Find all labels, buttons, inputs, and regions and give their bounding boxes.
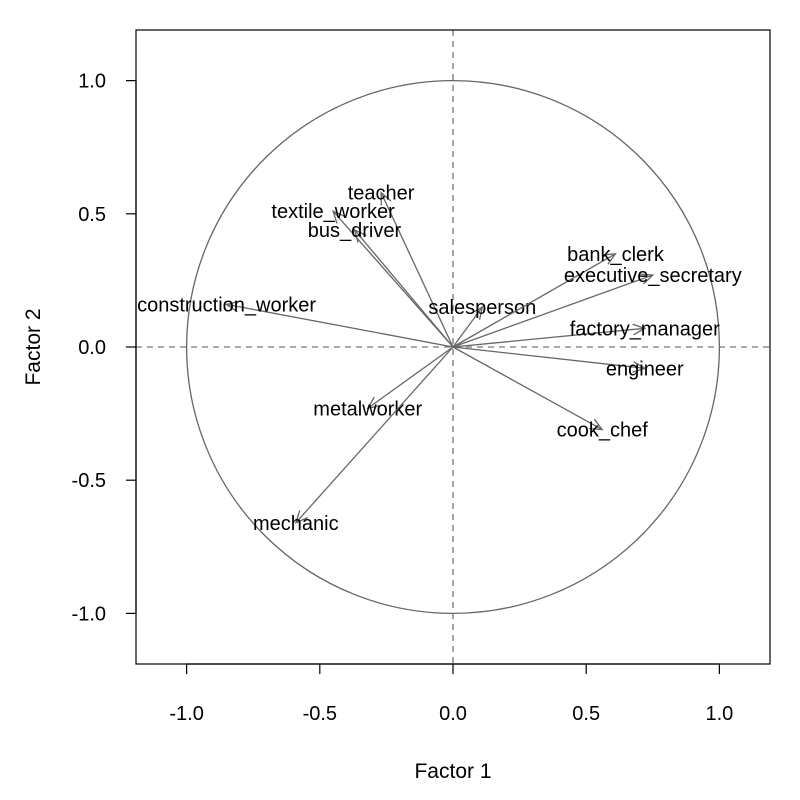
loading-arrow-shaft — [353, 229, 454, 348]
loading-arrow-shaft — [452, 346, 645, 369]
variable-label: factory_manager — [570, 318, 720, 340]
y-tick-label: 0.5 — [78, 204, 106, 226]
loading-arrow-shaft — [332, 210, 454, 348]
loading-arrow-shaft — [380, 192, 454, 348]
loading-arrow-shaft — [452, 274, 654, 348]
variable-label: textile_worker — [271, 201, 395, 223]
loading-arrow-head — [589, 418, 604, 431]
loading-vector: bank_clerk — [452, 244, 665, 348]
loading-arrow-shaft — [452, 306, 483, 348]
loading-vector: engineer — [452, 346, 684, 380]
loading-vector: metalworker — [313, 346, 454, 420]
x-tick-label: -0.5 — [303, 703, 337, 725]
y-tick-label: 0.0 — [78, 337, 106, 359]
y-tick-label: -0.5 — [72, 470, 106, 492]
y-axis: -1.0 -0.5 0.0 0.5 1.0 — [72, 71, 137, 625]
loading-arrow-head — [632, 323, 647, 336]
loading-vector: salesperson — [428, 297, 536, 348]
variable-label: construction_worker — [137, 294, 316, 316]
loading-vector: bus_driver — [308, 220, 454, 348]
loading-vector: factory_manager — [452, 318, 720, 348]
variable-label: bus_driver — [308, 220, 402, 242]
loading-arrow-head — [602, 252, 617, 265]
loading-arrow-head — [470, 305, 484, 320]
loading-arrow-head — [353, 228, 367, 243]
loading-arrow-head — [380, 191, 392, 206]
loading-arrow-shaft — [452, 253, 616, 348]
x-axis-title: Factor 1 — [414, 760, 491, 783]
loading-arrow-head — [366, 396, 381, 410]
loading-vector: mechanic — [253, 346, 454, 535]
loading-arrow-head — [294, 510, 308, 525]
variable-label: metalworker — [313, 398, 422, 420]
loading-vector: construction_worker — [137, 294, 454, 348]
loading-vector: cook_chef — [452, 346, 649, 442]
variable-label: mechanic — [253, 513, 339, 535]
y-tick-label: 1.0 — [78, 71, 106, 93]
y-tick-label: -1.0 — [72, 603, 106, 625]
loading-arrow-head — [639, 273, 655, 285]
x-tick-label: -1.0 — [169, 703, 203, 725]
loading-arrow-head — [225, 300, 240, 313]
loading-arrow-shaft — [295, 346, 454, 524]
loading-arrow-head — [632, 361, 647, 373]
unit-circle — [185, 79, 721, 615]
loading-vector: executive_secretary — [452, 265, 742, 348]
variable-label: engineer — [606, 358, 684, 380]
loading-arrow-shaft — [226, 303, 454, 348]
x-tick-label: 0.5 — [572, 703, 600, 725]
x-tick-label: 1.0 — [705, 703, 733, 725]
loading-arrow-head — [332, 209, 346, 224]
loading-vector: textile_worker — [271, 201, 454, 348]
loading-arrow-shaft — [367, 346, 454, 409]
variable-label: salesperson — [428, 297, 536, 319]
loading-arrow-shaft — [452, 327, 645, 348]
variable-label: executive_secretary — [564, 265, 742, 287]
x-tick-label: 0.0 — [439, 703, 467, 725]
variable-label: bank_clerk — [567, 244, 665, 266]
variable-label: cook_chef — [557, 420, 649, 442]
y-axis-title: Factor 2 — [22, 308, 45, 385]
x-axis: -1.0 -0.5 0.0 0.5 1.0 — [169, 663, 733, 725]
variable-label: teacher — [348, 182, 415, 204]
loading-arrow-shaft — [452, 346, 603, 431]
loading-vector: teacher — [348, 182, 454, 348]
